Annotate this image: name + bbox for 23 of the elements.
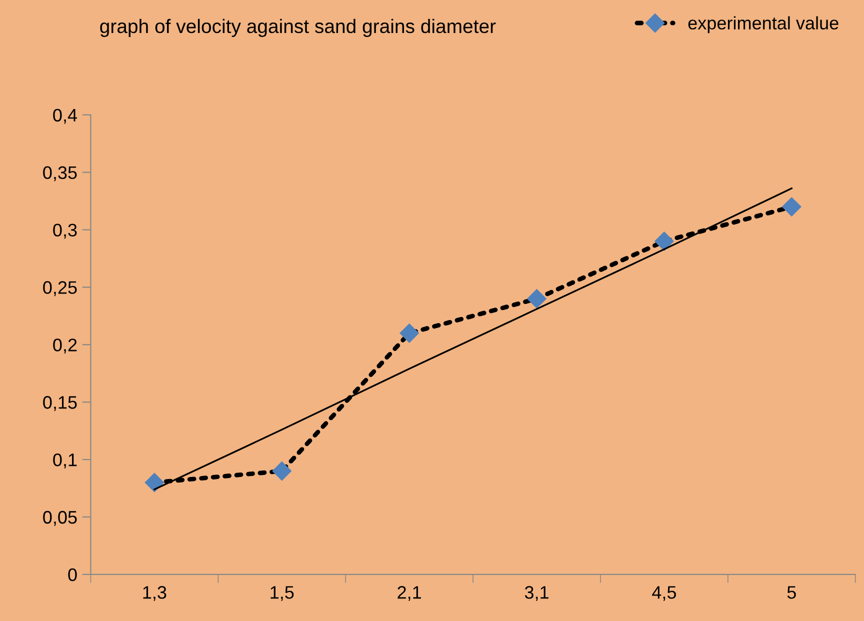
point — [272, 461, 292, 481]
y-tick-label: 0,05 — [43, 510, 77, 526]
y-tick-label: 0,2 — [53, 338, 77, 354]
x-tick-label: 4,5 — [652, 586, 676, 601]
y-tick-label: 0,4 — [53, 108, 77, 124]
y-tick-label: 0,35 — [43, 166, 77, 182]
point — [782, 197, 802, 216]
x-tick-label: 1,5 — [270, 586, 294, 601]
y-tick-label: 0,1 — [53, 453, 77, 468]
y-tick-label: 0 — [68, 568, 77, 582]
x-tick-label: 5 — [787, 586, 796, 599]
x-tick-label: 3,1 — [524, 586, 548, 601]
y-tick-label: 0,25 — [43, 281, 77, 296]
chart-title: graph of velocity against sand grains diameter — [100, 18, 496, 38]
x-tick-label: 1,3 — [143, 586, 166, 601]
point — [527, 289, 546, 308]
point — [400, 324, 419, 343]
x-tick-label: 2,1 — [398, 586, 421, 601]
point — [654, 232, 674, 251]
legend-label: experimental value — [688, 16, 838, 34]
point — [144, 472, 164, 492]
y-tick-label: 0,15 — [43, 396, 77, 411]
y-tick-label: 0,3 — [53, 224, 77, 239]
